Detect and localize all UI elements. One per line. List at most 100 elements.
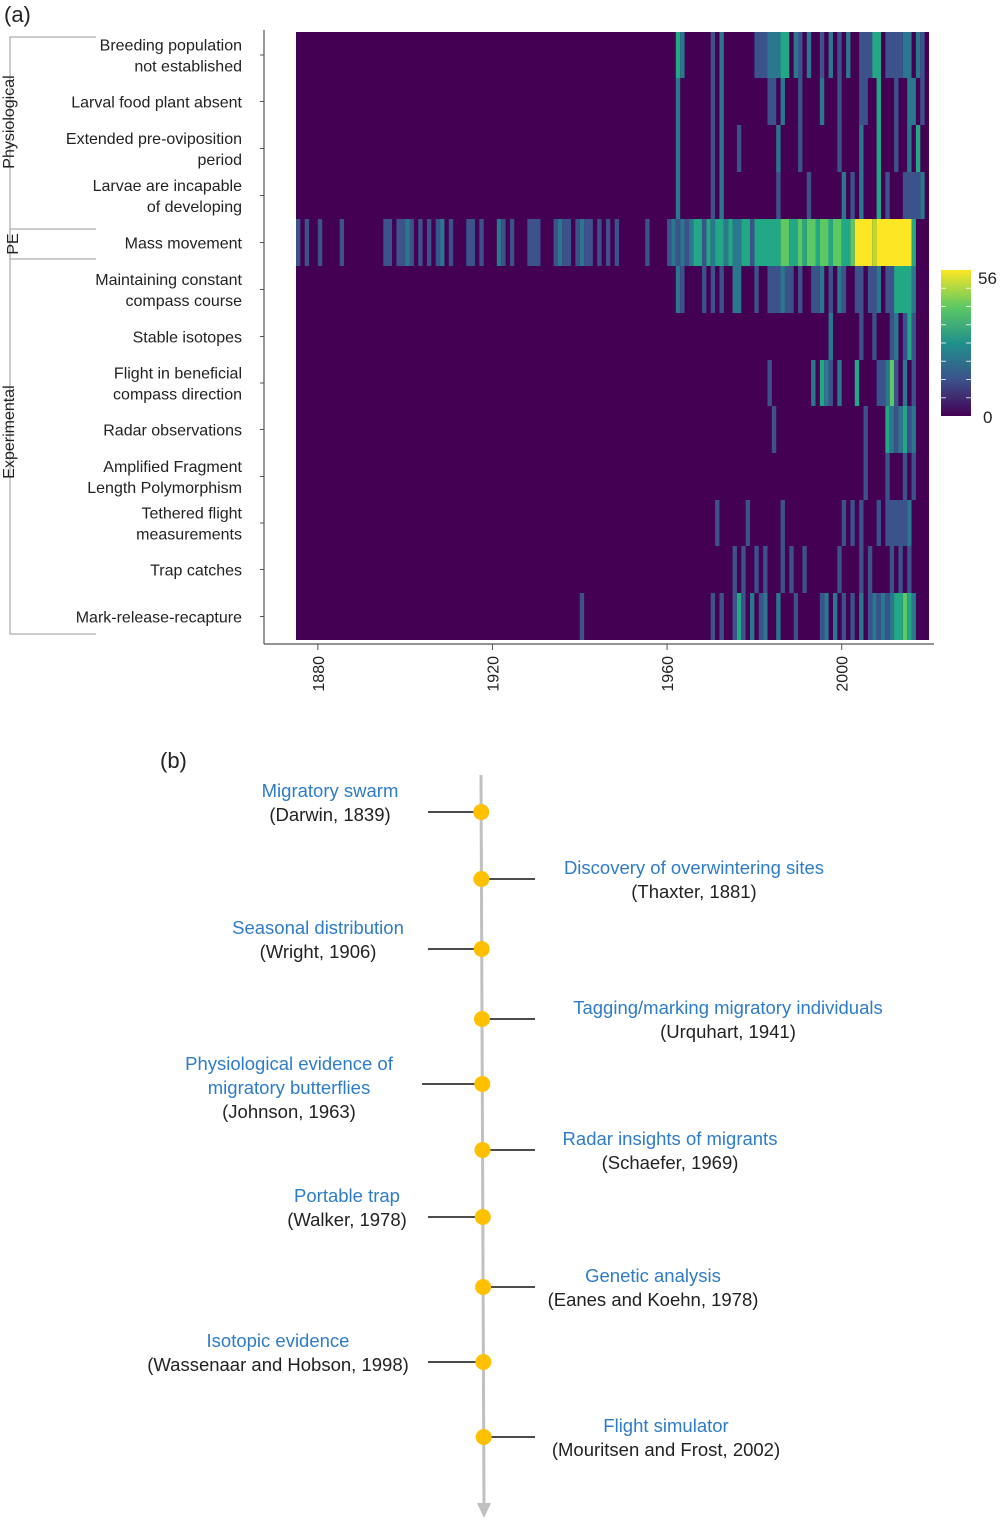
heatmap-cell [819,593,825,640]
heatmap-cell [876,266,881,313]
row-label: Maintaining constant [95,272,242,289]
group-label-physiological: Physiological [1,75,18,168]
heatmap-cell [736,125,742,172]
heatmap-cell [763,593,768,640]
heatmap-cell [780,78,785,125]
colorbar-max-label: 56 [978,269,997,288]
row-label: Larvae are incapable [93,178,243,195]
heatmap-cell [466,219,475,266]
heatmap-cell [719,172,724,219]
heatmap-cell [824,593,829,640]
heatmap-cell [339,219,345,266]
heatmap-cell [859,546,864,593]
heatmap-cell [688,219,694,266]
heatmap-cell [710,266,716,313]
heatmap-cell [780,32,790,78]
heatmap-cell [911,360,916,406]
heatmap-cell [723,219,729,266]
row-label: period [198,152,242,169]
heatmap-cell [859,32,873,78]
heatmap-cell [819,360,825,406]
heatmap-cell [885,360,890,406]
event-citation: (Mouritsen and Frost, 2002) [552,1439,780,1460]
heatmap-cell [859,125,864,172]
heatmap-cell [798,266,803,313]
heatmap-cell [675,32,681,78]
heatmap-cell [859,593,864,640]
heatmap-cells [296,32,925,640]
heatmap-cell [728,219,733,266]
heatmap-cell [710,125,716,172]
heatmap-cell [675,125,681,172]
event-title: Genetic analysis [585,1265,721,1286]
heatmap-cell [876,78,881,125]
heatmap-cell [850,172,855,219]
heatmap-cell [806,32,812,78]
heatmap-cell [776,172,781,219]
x-tick-label: 1920 [485,656,502,692]
heatmap-cell [605,219,611,266]
panel-b-label: (b) [160,748,187,773]
heatmap-cell [876,500,881,546]
heatmap-cell [701,266,707,313]
heatmap-cell [798,78,803,125]
heatmap-cell [859,500,864,546]
heatmap-cell [383,219,393,266]
heatmap-cell [317,219,323,266]
heatmap-cell [754,219,781,266]
heatmap-cell [885,406,890,453]
event-citation: (Walker, 1978) [287,1209,407,1230]
heatmap-cell [575,219,580,266]
heatmap-cell [828,360,833,406]
heatmap-cell [907,125,912,172]
heatmap-cell [675,78,681,125]
heatmap-cell [872,313,877,360]
heatmap-cell [811,360,816,406]
heatmap-cell [837,266,842,313]
event-citation: (Urquhart, 1941) [660,1021,796,1042]
colorbar-min-label: 0 [983,408,992,427]
heatmap-cell [479,219,484,266]
heatmap-cell [806,219,816,266]
row-label: Larval food plant absent [71,95,242,112]
heatmap-cell [889,313,895,360]
heatmap-cell [876,593,881,640]
x-tick-label: 1880 [311,656,328,692]
heatmap-cell [885,453,890,500]
heatmap-cell [710,172,716,219]
heatmap-cell [832,219,842,266]
heatmap-cell [719,125,724,172]
heatmap-cell [754,546,759,593]
event-citation: (Eanes and Koehn, 1978) [548,1289,759,1310]
row-label: Breeding population [100,38,242,55]
heatmap-cell [426,219,432,266]
heatmap-cell [872,32,881,78]
x-tick-label: 1960 [660,656,677,692]
heatmap-cell [902,593,908,640]
event-title: Tagging/marking migratory individuals [573,997,883,1018]
panel-b: (b) Migratory swarm (Darwin, 1839) Discove… [147,748,883,1518]
heatmap-cell [907,546,912,593]
heatmap-cell [911,593,916,640]
heatmap-cell [819,219,829,266]
timeline-event: Portable trap (Walker, 1978) [287,1185,491,1230]
heatmap-cell [837,546,842,593]
timeline-arrowhead [477,1503,491,1518]
heatmap-cell [527,219,541,266]
heatmap-cell [741,593,746,640]
colorbar: 56 0 [941,269,997,427]
heatmap-cell [902,172,921,219]
heatmap-cell [710,593,716,640]
heatmap-cell [894,593,903,640]
timeline-dot [474,1209,491,1225]
timeline-event: Migratory swarm (Darwin, 1839) [262,780,490,825]
heatmap-cell [819,266,825,313]
heatmap-cell [767,78,777,125]
heatmap-cell [828,32,833,78]
timeline-event: Seasonal distribution (Wright, 1906) [232,917,490,962]
heatmap-cell [448,219,454,266]
heatmap-cell [889,406,895,453]
heatmap-cell [911,453,916,500]
row-label: Length Polymorphism [87,480,242,497]
timeline-dot [473,871,490,887]
